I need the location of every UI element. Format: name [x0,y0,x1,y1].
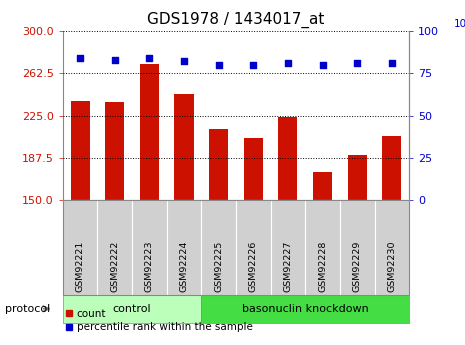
Text: GSM92227: GSM92227 [284,240,292,292]
Text: GSM92221: GSM92221 [76,240,85,292]
Point [111,57,119,62]
Text: GSM92226: GSM92226 [249,240,258,292]
Point [146,55,153,61]
Text: GSM92224: GSM92224 [179,240,188,292]
Point [319,62,326,68]
Text: GSM92230: GSM92230 [387,240,396,292]
Bar [105,102,124,200]
Point [180,59,188,64]
Text: GSM92223: GSM92223 [145,240,154,292]
Bar [279,117,298,200]
Text: control: control [113,304,152,314]
Text: GSM92228: GSM92228 [318,240,327,292]
Bar [71,101,90,200]
Bar [174,94,193,200]
Point [284,60,292,66]
Point [388,60,396,66]
Text: 100%: 100% [454,19,465,29]
Point [76,55,84,61]
Bar [244,138,263,200]
Text: GSM92225: GSM92225 [214,240,223,292]
Bar [140,64,159,200]
Point [353,60,361,66]
Text: GSM92222: GSM92222 [110,240,119,292]
Bar [209,129,228,200]
Legend: count, percentile rank within the sample: count, percentile rank within the sample [61,305,257,336]
Bar [382,136,401,200]
Point [215,62,222,68]
Text: GSM92229: GSM92229 [353,240,362,292]
Bar [348,155,367,200]
Text: protocol: protocol [5,304,50,314]
Title: GDS1978 / 1434017_at: GDS1978 / 1434017_at [147,12,325,28]
Bar [313,172,332,200]
Text: basonuclin knockdown: basonuclin knockdown [242,304,369,314]
Point [250,62,257,68]
